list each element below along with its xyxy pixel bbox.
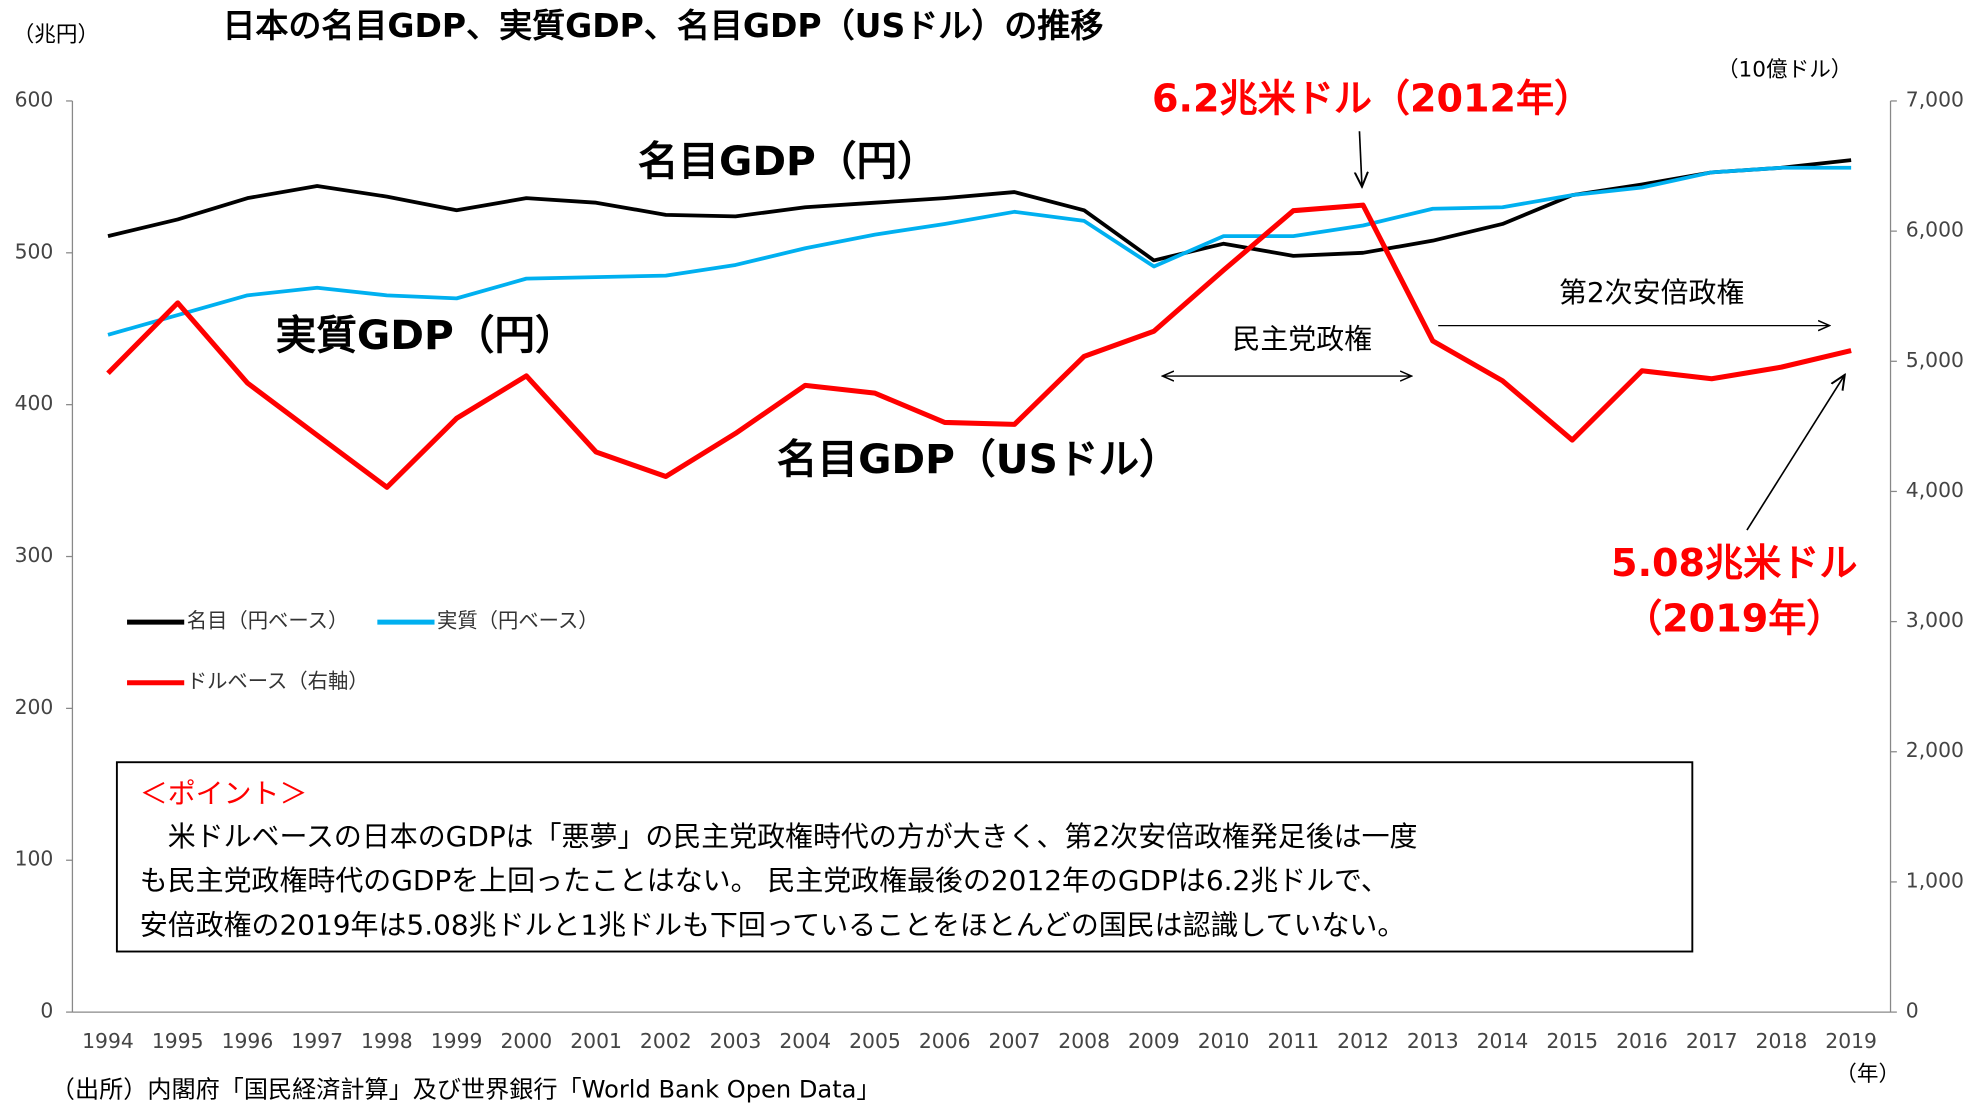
y2-tick-label: 0: [1906, 999, 1919, 1023]
x-tick-label: 1998: [361, 1029, 413, 1053]
y-tick-label: 400: [15, 391, 54, 415]
annotation: 実質GDP（円）: [276, 311, 576, 359]
x-tick-label: 2002: [640, 1029, 692, 1053]
x-tick-label: 2005: [849, 1029, 901, 1053]
x-tick-label: 2008: [1058, 1029, 1110, 1053]
y-tick-label: 600: [15, 88, 54, 112]
y2-tick-label: 4,000: [1906, 478, 1964, 502]
annotation: 名目GDP（USドル）: [777, 435, 1180, 483]
y2-tick-label: 5,000: [1906, 348, 1964, 372]
annotation: 民主党政権: [1232, 323, 1372, 356]
x-axis-unit: （年）: [1835, 1062, 1900, 1087]
y-tick-label: 200: [15, 695, 54, 719]
x-tick-label: 2009: [1128, 1029, 1180, 1053]
x-tick-label: 1999: [431, 1029, 483, 1053]
x-tick-label: 2019: [1825, 1029, 1877, 1053]
x-tick-label: 1995: [152, 1029, 204, 1053]
arrow: [1746, 375, 1845, 531]
x-tick-label: 2016: [1616, 1029, 1668, 1053]
x-tick-label: 2018: [1756, 1029, 1808, 1053]
x-tick-label: 2012: [1337, 1029, 1389, 1053]
legend-label: 実質（円ベース）: [437, 609, 599, 633]
x-tick-label: 1996: [222, 1029, 274, 1053]
x-tick-label: 2013: [1407, 1029, 1459, 1053]
x-tick-label: 2015: [1546, 1029, 1598, 1053]
y-tick-label: 0: [40, 999, 53, 1023]
x-tick-label: 2014: [1477, 1029, 1529, 1053]
y2-tick-label: 7,000: [1906, 88, 1964, 112]
chart-title: 日本の名目GDP、実質GDP、名目GDP（USドル）の推移: [222, 6, 1103, 45]
source: （出所）内閣府「国民経済計算」及び世界銀行「World Bank Open Da…: [51, 1075, 881, 1103]
y2-tick-label: 6,000: [1906, 218, 1964, 242]
x-tick-label: 2007: [989, 1029, 1041, 1053]
x-tick-label: 2004: [779, 1029, 831, 1053]
x-tick-label: 2011: [1267, 1029, 1319, 1053]
y2-tick-label: 3,000: [1906, 608, 1964, 632]
x-tick-label: 1994: [82, 1029, 134, 1053]
annotation: 5.08兆米ドル: [1611, 541, 1857, 585]
note-line: 米ドルベースの日本のGDPは「悪夢」の民主党政権時代の方が大きく、第2次安倍政権…: [140, 820, 1418, 853]
series-line: [107, 158, 1852, 263]
y-tick-label: 100: [15, 847, 54, 871]
legend-label: 名目（円ベース）: [187, 609, 349, 633]
x-tick-label: 2010: [1198, 1029, 1250, 1053]
x-tick-label: 1997: [291, 1029, 343, 1053]
y-tick-label: 300: [15, 543, 54, 567]
x-tick-label: 2000: [500, 1029, 552, 1053]
annotation: 第2次安倍政権: [1559, 276, 1744, 309]
y-tick-label: 500: [15, 239, 54, 263]
note-box: [115, 761, 1694, 953]
arrow: [1359, 131, 1362, 187]
x-tick-label: 2001: [570, 1029, 622, 1053]
note-title: ＜ポイント＞: [140, 777, 308, 810]
series-line: [106, 202, 1852, 490]
annotation: 6.2兆米ドル（2012年）: [1152, 77, 1592, 121]
x-tick-label: 2006: [919, 1029, 971, 1053]
series-line: [107, 165, 1852, 337]
y2-tick-label: 1,000: [1906, 868, 1964, 892]
y2-axis-label: （10億ドル）: [1717, 58, 1852, 83]
y2-tick-label: 2,000: [1906, 738, 1964, 762]
x-tick-label: 2017: [1686, 1029, 1738, 1053]
note-line: 安倍政権の2019年は5.08兆ドルと1兆ドルも下回っていることをほとんどの国民…: [140, 908, 1406, 941]
x-tick-label: 2003: [710, 1029, 762, 1053]
legend-label: ドルベース（右軸）: [187, 669, 369, 693]
annotation: （2019年）: [1624, 596, 1844, 640]
annotation: 名目GDP（円）: [638, 137, 938, 185]
y-axis-label: （兆円）: [13, 22, 99, 47]
note-line: も民主党政権時代のGDPを上回ったことはない。 民主党政権最後の2012年のGD…: [140, 864, 1389, 897]
